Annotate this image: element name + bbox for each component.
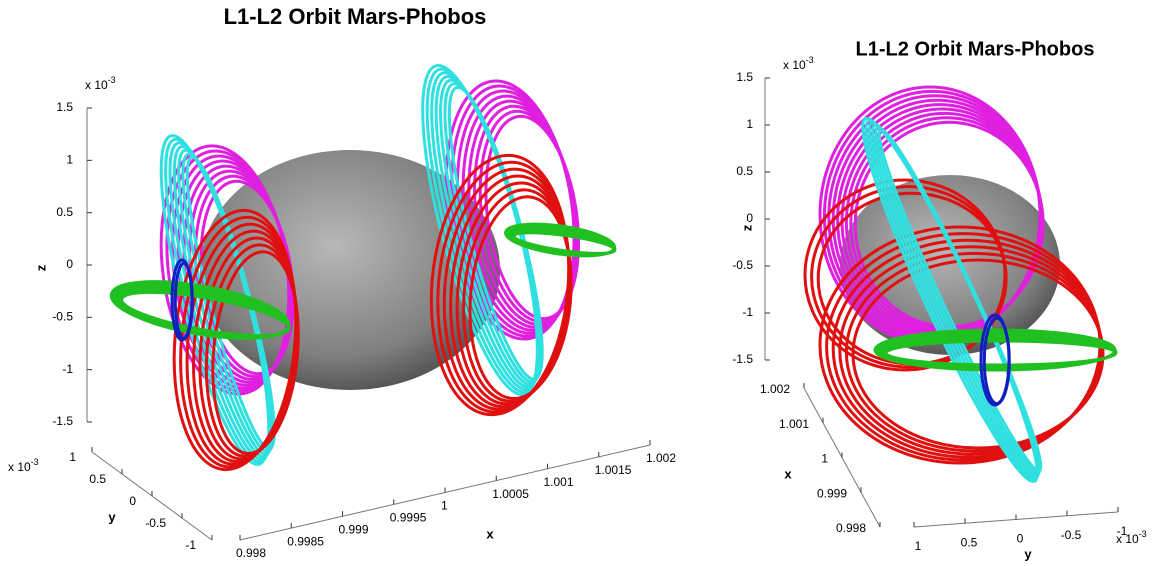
axis-multiplier: x 10-3 [783, 55, 814, 72]
y-tick-label: -0.5 [145, 516, 166, 530]
x-tick-label: 0.999 [339, 522, 369, 536]
y-tick-label: 1 [69, 450, 76, 464]
axis-multiplier: x 10-3 [1116, 529, 1147, 546]
multiplier-base: x 10 [85, 78, 108, 92]
orbit-ring [173, 261, 194, 340]
axis-multiplier: x 10-3 [85, 75, 116, 92]
z-tick-label: -1.5 [732, 352, 753, 366]
x-tick-label: 1.002 [760, 382, 790, 396]
z-tick-label: -1 [742, 305, 753, 319]
multiplier-exponent: -3 [1139, 529, 1147, 539]
z-tick-label: -0.5 [52, 310, 73, 324]
x-tick-label: 1 [821, 452, 828, 466]
x-tick-label: 1.0015 [595, 463, 632, 477]
y-tick-label: 0.5 [89, 472, 106, 486]
orbit-ring [884, 339, 1118, 367]
orbit-ring [120, 290, 291, 338]
y-tick-label: 1 [915, 539, 922, 553]
z-tick-label: 0 [746, 211, 753, 225]
x-tick-label: 0.999 [817, 486, 847, 500]
z-tick-label: 0.5 [736, 164, 753, 178]
y-tick-label: -0.5 [1061, 528, 1082, 542]
z-tick-label: -1 [62, 362, 73, 376]
x-axis-label: x [486, 526, 494, 541]
x-tick-label: 1.0005 [492, 487, 529, 501]
z-tick-label: 1.5 [736, 70, 753, 84]
z-tick-label: 0 [66, 257, 73, 271]
y-axis-label: y [1024, 546, 1032, 561]
y-tick-label: 0 [129, 494, 136, 508]
x-tick-label: 1.002 [646, 451, 676, 465]
multiplier-exponent: -3 [806, 55, 814, 65]
multiplier-base: x 10 [8, 460, 31, 474]
orbit-ring [982, 316, 1011, 405]
orbit-ring [468, 195, 573, 401]
z-tick-label: 1 [66, 153, 73, 167]
orbit-ring [211, 250, 300, 456]
multiplier-base: x 10 [1116, 532, 1139, 546]
y-tick-label: -1 [1117, 524, 1128, 538]
z-axis-label: z [33, 264, 48, 271]
z-tick-label: 1 [746, 117, 753, 131]
y-tick-label: -1 [185, 538, 196, 552]
x-tick-label: 1 [441, 499, 448, 513]
x-tick-label: 1.001 [544, 475, 574, 489]
z-tick-label: 0.5 [56, 205, 73, 219]
chart-title: L1-L2 Orbit Mars-Phobos [224, 4, 487, 29]
orbit-ring [877, 128, 1043, 473]
multiplier-exponent: -3 [108, 75, 116, 85]
axis-multiplier: x 10-3 [8, 457, 39, 474]
z-tick-label: 1.5 [56, 100, 73, 114]
z-tick-label: -1.5 [52, 414, 73, 428]
z-tick-label: -0.5 [732, 258, 753, 272]
orbit-ring [512, 231, 617, 255]
orbit-ring [484, 114, 581, 321]
x-tick-label: 0.9985 [287, 534, 324, 548]
x-axis-label: x [784, 466, 792, 481]
x-tick-label: 0.9995 [390, 511, 427, 525]
multiplier-exponent: -3 [31, 457, 39, 467]
orbit-ring [851, 258, 1105, 450]
x-tick-label: 0.998 [836, 521, 866, 535]
y-tick-label: 0.5 [961, 535, 978, 549]
y-axis-label: y [108, 509, 116, 524]
x-tick-label: 0.998 [236, 546, 266, 560]
z-axis-label: z [739, 224, 754, 231]
y-tick-label: 0 [1017, 532, 1024, 546]
x-tick-label: 1.001 [779, 417, 809, 431]
multiplier-base: x 10 [783, 58, 806, 72]
chart-title: L1-L2 Orbit Mars-Phobos [856, 38, 1095, 60]
